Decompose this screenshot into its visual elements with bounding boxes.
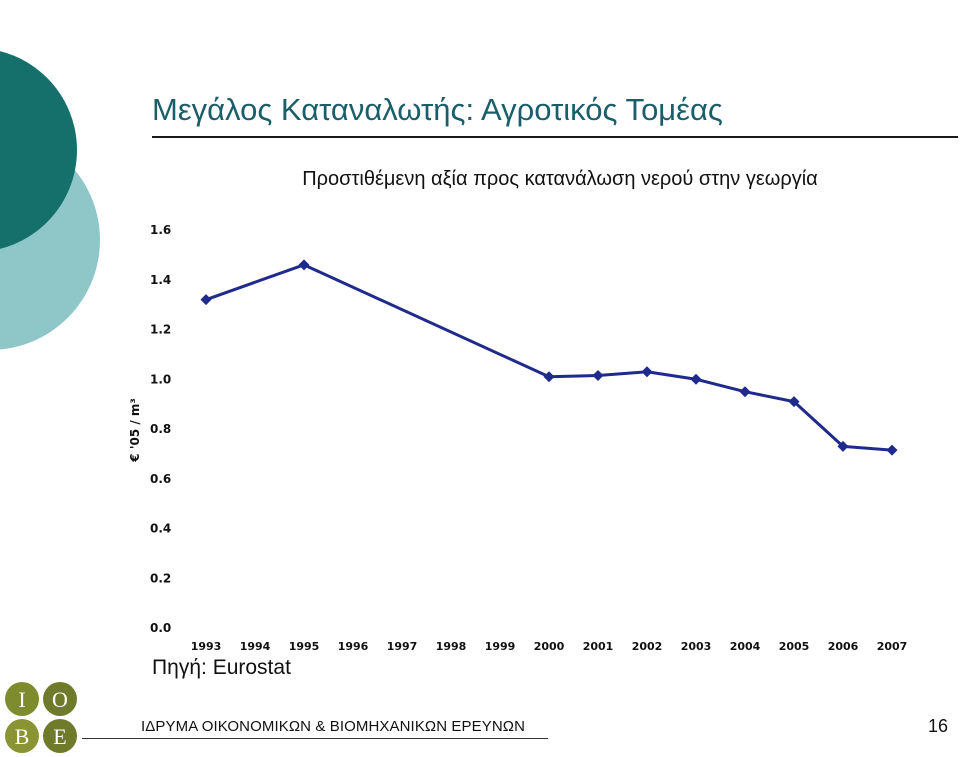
data-point-marker <box>641 366 653 378</box>
data-point-marker <box>837 440 849 452</box>
x-tick-label: 2006 <box>828 640 859 653</box>
svg-text:Ι: Ι <box>18 687 25 712</box>
svg-text:Β: Β <box>15 724 30 749</box>
x-tick-label: 1998 <box>436 640 467 653</box>
title-divider <box>152 136 958 138</box>
x-tick-label: 1997 <box>387 640 418 653</box>
x-tick-label: 1993 <box>191 640 222 653</box>
data-point-marker <box>592 370 604 382</box>
y-tick-label: 0.4 <box>150 522 171 536</box>
logo-circle-2 <box>43 682 77 716</box>
chart-title: Προστιθέμενη αξία προς κατανάλωση νερού … <box>302 168 818 190</box>
series-line <box>205 263 893 452</box>
x-tick-label: 2007 <box>877 640 908 653</box>
dark-teal-circle <box>0 51 77 249</box>
slide-title: Μεγάλος Καταναλωτής: Αγροτικός Τομέας <box>152 92 723 127</box>
data-point-marker <box>298 259 310 271</box>
footer-divider <box>82 738 548 739</box>
source-note: Πηγή: Eurostat <box>152 656 291 679</box>
y-tick-label: 1.6 <box>150 223 171 237</box>
svg-text:Ο: Ο <box>52 687 68 712</box>
svg-text:Ε: Ε <box>53 724 66 749</box>
data-point-marker <box>690 373 702 385</box>
iove-logo: Ι Ο Β Ε <box>2 680 80 756</box>
y-tick-label: 1.0 <box>150 372 171 386</box>
page-number: 16 <box>928 716 949 736</box>
x-tick-label: 2001 <box>583 640 614 653</box>
y-axis-label: € '05 / m³ <box>128 398 142 462</box>
x-tick-label: 1999 <box>485 640 516 653</box>
x-tick-label: 2004 <box>730 640 761 653</box>
y-tick-label: 0.2 <box>150 571 171 585</box>
logo-circle-4 <box>43 719 77 753</box>
x-tick-label: 1994 <box>240 640 271 653</box>
y-tick-label: 0.6 <box>150 472 171 486</box>
logo-circle-1 <box>5 682 39 716</box>
x-tick-label: 2005 <box>779 640 810 653</box>
data-point-marker <box>200 294 212 306</box>
y-tick-label: 1.2 <box>150 323 171 337</box>
x-tick-label: 1995 <box>289 640 320 653</box>
y-tick-label: 0.0 <box>150 621 171 635</box>
x-tick-label: 2002 <box>632 640 663 653</box>
y-tick-label: 1.4 <box>150 273 171 287</box>
logo-circle-3 <box>5 719 39 753</box>
data-point-marker <box>886 444 898 456</box>
x-tick-label: 2000 <box>534 640 565 653</box>
y-tick-label: 0.8 <box>150 422 171 436</box>
data-point-marker <box>543 371 555 383</box>
x-tick-label: 1996 <box>338 640 369 653</box>
x-tick-label: 2003 <box>681 640 712 653</box>
data-point-marker <box>788 396 800 408</box>
footer-organization: ΙΔΡΥΜΑ ΟΙΚΟΝΟΜΙΚΩΝ & ΒΙΟΜΗΧΑΝΙΚΩΝ ΕΡΕΥΝΩ… <box>141 718 526 735</box>
data-point-marker <box>739 386 751 398</box>
decorative-circles <box>0 51 100 350</box>
